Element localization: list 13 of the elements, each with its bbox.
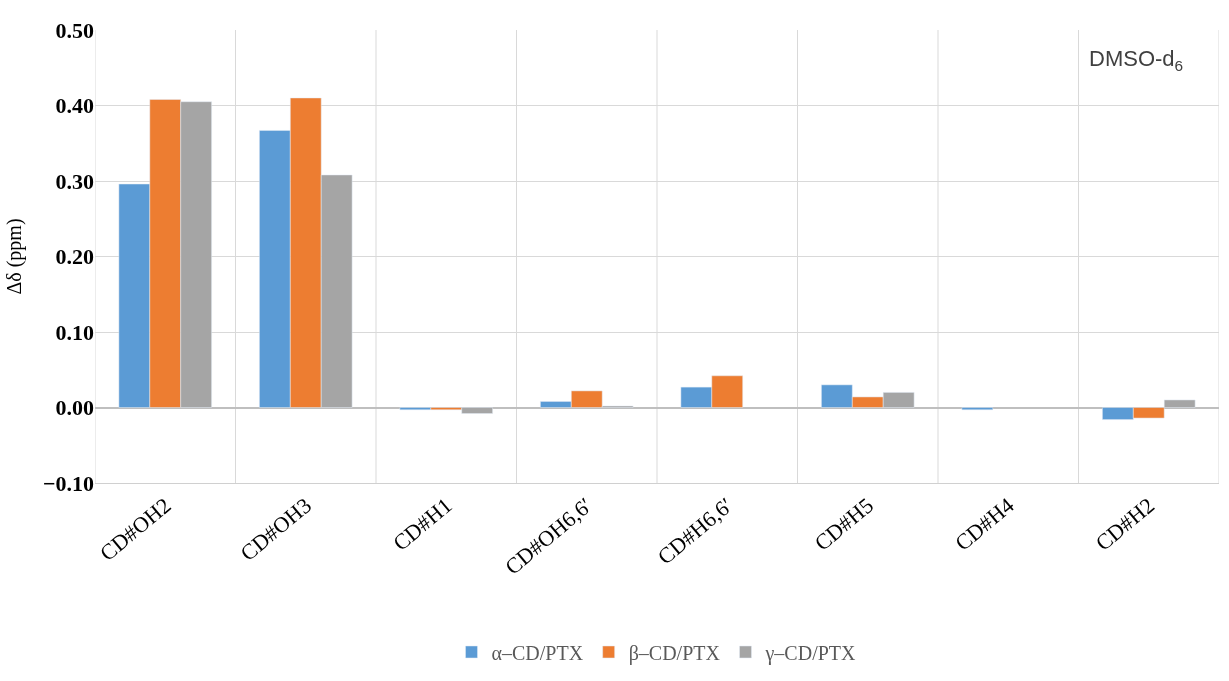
y-axis-title: Δδ (ppm) xyxy=(3,218,27,295)
legend-label: α–CD/PTX xyxy=(491,641,584,664)
y-tick-label: 0.50 xyxy=(55,17,94,43)
bar xyxy=(961,407,994,411)
y-tick-label: 0.00 xyxy=(55,395,94,421)
y-tick-label: −0.10 xyxy=(42,470,94,496)
annotation: DMSO-d$_{6}$ xyxy=(1089,46,1184,74)
legend-label: β–CD/PTX xyxy=(628,641,721,665)
legend-label: γ–CD/PTX xyxy=(764,641,857,665)
y-tick-label: 0.20 xyxy=(55,244,94,270)
y-tick-label: 0.10 xyxy=(55,319,94,345)
y-tick-label: 0.40 xyxy=(55,93,94,119)
y-tick-label: 0.30 xyxy=(55,168,94,194)
